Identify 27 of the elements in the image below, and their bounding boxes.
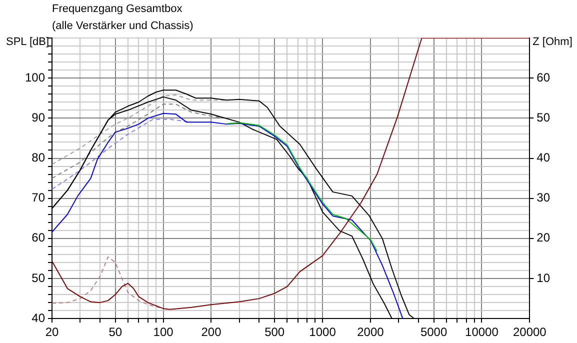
y2-tick-label: 40 bbox=[536, 150, 550, 165]
x-tick-label: 500 bbox=[264, 325, 285, 340]
x-tick-label: 100 bbox=[153, 325, 174, 340]
y-tick-label: 80 bbox=[32, 150, 46, 165]
x-tick-label: 20000 bbox=[512, 325, 547, 340]
x-tick-label: 1000 bbox=[309, 325, 336, 340]
y2-tick-label: 50 bbox=[536, 110, 550, 124]
chart-title: Frequenzgang Gesamtbox bbox=[52, 3, 183, 16]
y-tick-label: 90 bbox=[32, 110, 46, 124]
y-tick-label: 100 bbox=[24, 70, 46, 84]
y2-axis-title: Z [Ohm] bbox=[532, 36, 572, 48]
x-tick-label: 5000 bbox=[420, 325, 448, 340]
x-tick-label: 50 bbox=[108, 325, 122, 340]
x-tick-label: 20 bbox=[45, 325, 60, 340]
y2-tick-label: 10 bbox=[536, 270, 550, 285]
y2-tick-label: 30 bbox=[536, 190, 550, 205]
y-tick-label: 60 bbox=[32, 230, 46, 245]
y-tick-label: 40 bbox=[32, 310, 46, 325]
y-tick-label: 50 bbox=[32, 270, 46, 285]
x-tick-label: 10000 bbox=[465, 325, 499, 340]
chart-subtitle: (alle Verstärker und Chassis) bbox=[52, 20, 194, 32]
y2-tick-label: 60 bbox=[536, 70, 550, 84]
x-tick-label: 200 bbox=[201, 325, 222, 340]
y2-tick-label: 20 bbox=[536, 230, 550, 245]
y-tick-label: 70 bbox=[32, 190, 46, 205]
x-tick-label: 2000 bbox=[357, 325, 384, 340]
y-axis-title: SPL [dB] bbox=[6, 36, 50, 48]
